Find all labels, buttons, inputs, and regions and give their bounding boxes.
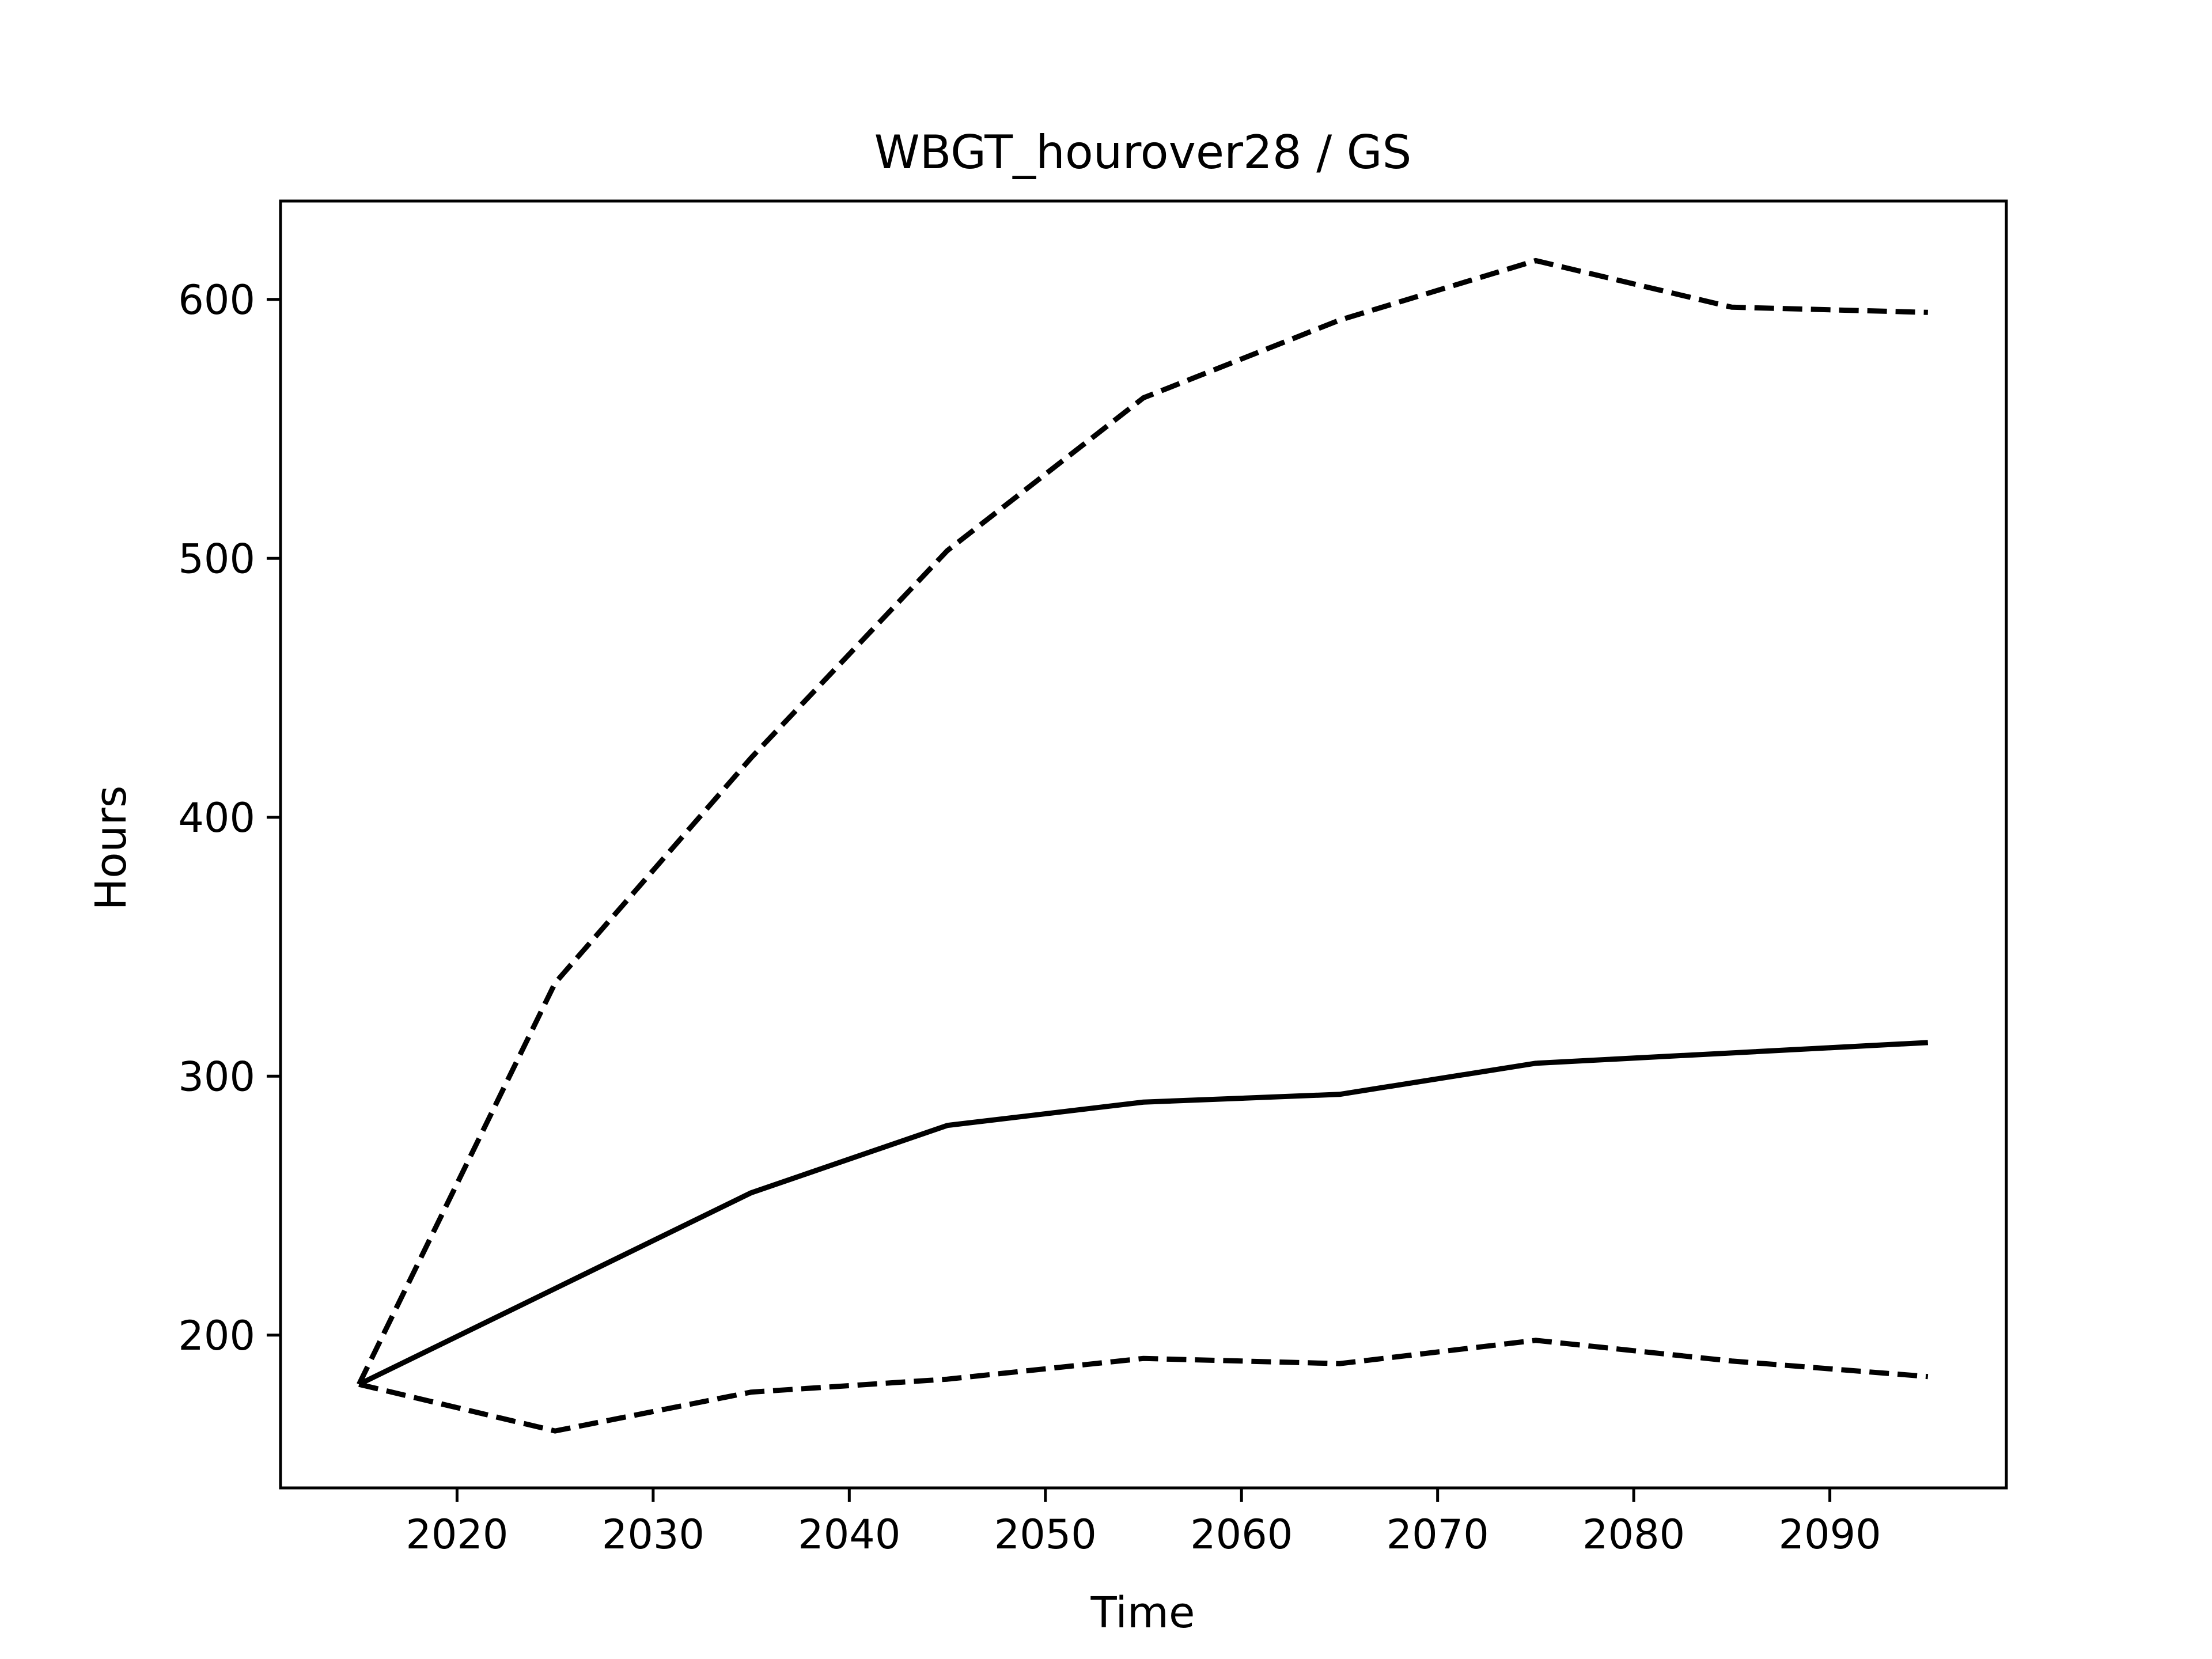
x-tick-label: 2040 (798, 1511, 900, 1558)
y-axis-label: Hours (86, 786, 136, 911)
chart-title: WBGT_hourover28 / GS (874, 126, 1412, 179)
y-tick-label: 300 (178, 1053, 255, 1100)
series-line-1 (358, 1040, 1929, 1387)
x-tick-label: 2090 (1779, 1511, 1881, 1558)
y-tick-label: 600 (178, 276, 255, 324)
x-tick-label: 2020 (406, 1511, 508, 1558)
x-axis-label: Time (1090, 1588, 1195, 1638)
x-tick-label: 2080 (1582, 1511, 1685, 1558)
series-line-2 (357, 257, 1928, 1386)
plot-frame (279, 199, 2008, 1490)
series-line-3 (358, 1338, 1929, 1434)
y-tick-label: 500 (178, 535, 255, 582)
series-lines (357, 257, 1929, 1434)
y-tick-label: 400 (178, 794, 255, 842)
x-tick-label: 2030 (602, 1511, 704, 1558)
x-tick-label: 2070 (1387, 1511, 1489, 1558)
x-tick-label: 2060 (1190, 1511, 1293, 1558)
x-tick-label: 2050 (994, 1511, 1097, 1558)
axis-ticks: 2020 2030 2040 2050 2060 2070 2080 2090 200 300 40… (178, 276, 1881, 1558)
y-tick-label: 200 (178, 1312, 255, 1359)
